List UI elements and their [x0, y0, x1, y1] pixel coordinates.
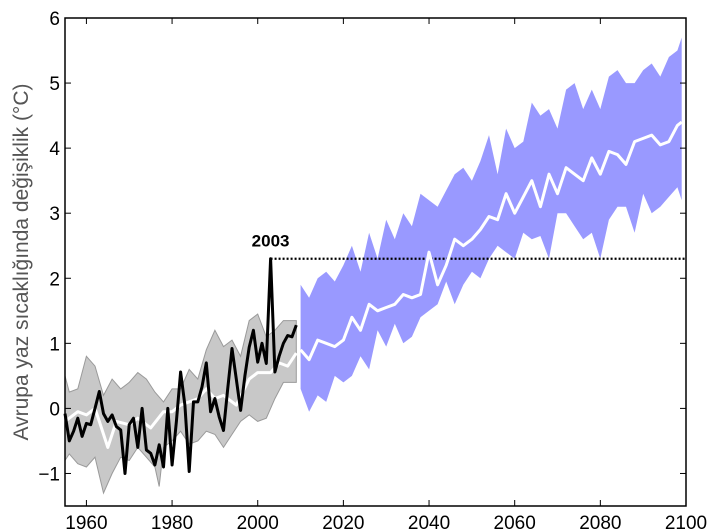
y-tick-label: −1 — [38, 464, 60, 485]
lines-layer — [63, 120, 686, 475]
annotation-2003-label: 2003 — [252, 232, 290, 251]
bands-layer — [64, 37, 682, 495]
projection-band — [300, 37, 682, 412]
y-tick-label: 3 — [49, 204, 60, 225]
axes-layer: 1960 1980 2000 2020 2040 2060 2080 2100 −1 0 1 2 3 4 5… — [38, 9, 707, 531]
y-axis-label: Avrupa yaz sıcaklığında değişiklik (°C) — [10, 84, 33, 441]
plot-frame — [64, 17, 687, 507]
x-tick-label: 2040 — [408, 513, 450, 531]
historical-model-mean-line — [64, 352, 298, 449]
x-tick-label: 2080 — [579, 513, 621, 531]
x-tick-label: 1960 — [65, 513, 107, 531]
y-tick-label: 0 — [49, 399, 60, 420]
observed-line — [63, 257, 298, 475]
x-tick-label: 2000 — [237, 513, 279, 531]
projection-mean-line — [299, 120, 683, 362]
x-tick-label: 1980 — [151, 513, 193, 531]
y-tick-label: 2 — [49, 269, 60, 290]
y-tick-label: 5 — [49, 74, 60, 95]
y-tick-label: 4 — [49, 139, 60, 160]
y-tick-label: 1 — [49, 334, 60, 355]
x-tick-label: 2060 — [494, 513, 536, 531]
y-tick-label: 6 — [49, 9, 60, 30]
x-tick-label: 2020 — [322, 513, 364, 531]
x-tick-label: 2100 — [665, 513, 707, 531]
